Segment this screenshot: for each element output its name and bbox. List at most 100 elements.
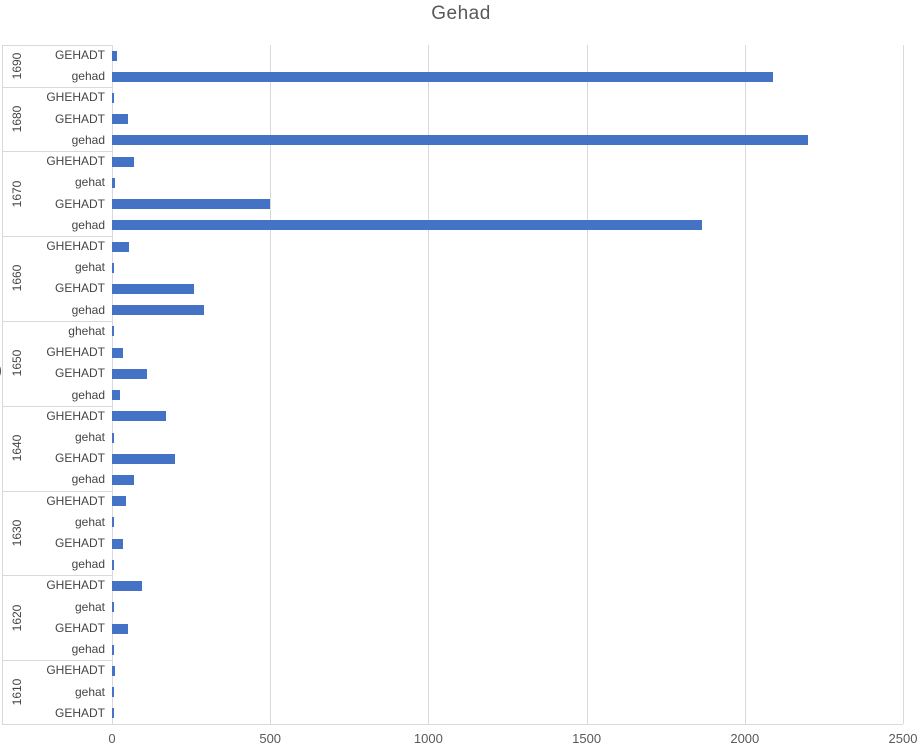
category-label: GEHADT xyxy=(54,536,105,551)
x-tick-label-1000: 1000 xyxy=(413,731,443,746)
bar-1630-GHEHADT xyxy=(112,496,127,507)
bar-1650-ghehat xyxy=(112,326,114,337)
decade-label-1650: 1650 xyxy=(10,349,24,377)
category-axis-line xyxy=(112,724,903,725)
bar-1680-GEHADT xyxy=(112,114,128,125)
gridline-1500 xyxy=(586,45,588,724)
bar-1640-gehad xyxy=(112,474,135,485)
category-label: gehad xyxy=(71,217,105,232)
bar-1660-gehad xyxy=(112,305,204,316)
bar-1640-GEHADT xyxy=(112,453,176,464)
category-label: GEHADT xyxy=(54,705,105,720)
bar-1650-GEHADT xyxy=(112,368,147,379)
bar-1660-GHEHADT xyxy=(112,241,130,252)
clipped-axis-title-glyph: ) xyxy=(0,362,2,379)
bar-1670-GEHADT xyxy=(112,199,271,210)
category-label: GEHADT xyxy=(54,620,105,635)
decade-label-1660: 1660 xyxy=(10,265,24,292)
x-tick-label-2500: 2500 xyxy=(888,731,918,746)
decade-label-1640: 1640 xyxy=(10,434,24,462)
bar-1650-GHEHADT xyxy=(112,347,124,358)
category-label: gehad xyxy=(71,302,105,317)
bar-1630-gehad xyxy=(112,559,114,570)
category-label: gehad xyxy=(71,472,105,487)
gridline-1000 xyxy=(428,45,430,724)
category-label: GHEHADT xyxy=(46,578,105,593)
category-label: GEHADT xyxy=(54,196,105,211)
group-separator xyxy=(2,235,112,237)
category-label: GEHADT xyxy=(54,366,105,381)
group-separator xyxy=(2,87,112,89)
bar-1640-gehat xyxy=(112,432,114,443)
bar-1630-gehat xyxy=(112,517,114,528)
category-label: GEHADT xyxy=(54,111,105,126)
bar-1630-GEHADT xyxy=(112,538,124,549)
category-label: gehat xyxy=(74,599,105,614)
decade-label-1610: 1610 xyxy=(10,678,24,706)
group-separator xyxy=(2,724,112,725)
x-tick-label-0: 0 xyxy=(108,731,116,746)
category-label: gehad xyxy=(71,642,105,657)
bar-1650-gehad xyxy=(112,390,120,401)
category-label: GHEHADT xyxy=(46,493,105,508)
category-label: GHEHADT xyxy=(46,238,105,253)
category-label: gehad xyxy=(71,387,105,402)
group-separator xyxy=(2,151,112,153)
group-separator xyxy=(2,575,112,577)
group-separator xyxy=(2,490,112,492)
x-tick-label-500: 500 xyxy=(259,731,282,746)
group-separator xyxy=(2,45,112,46)
category-label: GEHADT xyxy=(54,48,105,62)
bar-1670-GHEHADT xyxy=(112,156,135,167)
x-tick-label-1500: 1500 xyxy=(572,731,602,746)
bar-1690-GEHADT xyxy=(112,50,117,61)
bar-1660-gehat xyxy=(112,262,114,273)
group-separator xyxy=(2,320,112,322)
decade-label-1670: 1670 xyxy=(10,180,24,207)
bar-1680-GHEHADT xyxy=(112,93,114,104)
category-label: gehat xyxy=(74,175,105,190)
category-label: gehad xyxy=(71,69,105,84)
category-label: gehat xyxy=(74,429,105,444)
category-label: gehad xyxy=(71,557,105,572)
bar-1660-GEHADT xyxy=(112,284,195,295)
decade-label-1630: 1630 xyxy=(10,519,24,547)
category-label: GEHADT xyxy=(54,281,105,296)
bar-1690-gehad xyxy=(112,71,774,82)
category-label: GHEHADT xyxy=(46,90,105,105)
bar-1640-GHEHADT xyxy=(112,411,166,422)
gridline-500 xyxy=(270,45,272,724)
label-area-left-border xyxy=(2,45,3,724)
bar-1620-gehad xyxy=(112,644,114,655)
bar-1620-GEHADT xyxy=(112,623,128,634)
category-label: gehat xyxy=(74,260,105,275)
gridline-2500 xyxy=(903,45,904,724)
category-label: gehat xyxy=(74,684,105,699)
bar-1610-GEHADT xyxy=(112,708,114,719)
category-label: gehad xyxy=(71,132,105,147)
category-label: GHEHADT xyxy=(46,345,105,360)
bar-1670-gehat xyxy=(112,177,115,188)
category-label: GHEHADT xyxy=(46,663,105,678)
bar-1610-GHEHADT xyxy=(112,665,115,676)
decade-label-1690: 1690 xyxy=(10,52,24,80)
category-label: gehat xyxy=(74,514,105,529)
chart-title: Gehad xyxy=(431,3,491,24)
group-separator xyxy=(2,660,112,662)
category-axis-label-area: GEHADT gehad 1690 GHEHADT GEHADT gehad 1680 GHE… xyxy=(0,45,112,725)
category-label: ghehat xyxy=(68,323,105,338)
bar-1670-gehad xyxy=(112,220,703,231)
x-tick-label-2000: 2000 xyxy=(730,731,760,746)
category-label: GEHADT xyxy=(54,451,105,466)
bar-1610-gehat xyxy=(112,687,114,698)
plot-area xyxy=(112,45,904,724)
decade-label-1680: 1680 xyxy=(10,105,24,133)
category-label: GHEHADT xyxy=(46,154,105,169)
category-label: GHEHADT xyxy=(46,408,105,423)
decade-label-1620: 1620 xyxy=(10,604,24,632)
value-axis: 0 500 1000 1500 2000 2500 xyxy=(0,731,922,751)
gridline-2000 xyxy=(744,45,746,724)
bar-1620-GHEHADT xyxy=(112,581,143,592)
gridline-0 xyxy=(112,45,113,724)
